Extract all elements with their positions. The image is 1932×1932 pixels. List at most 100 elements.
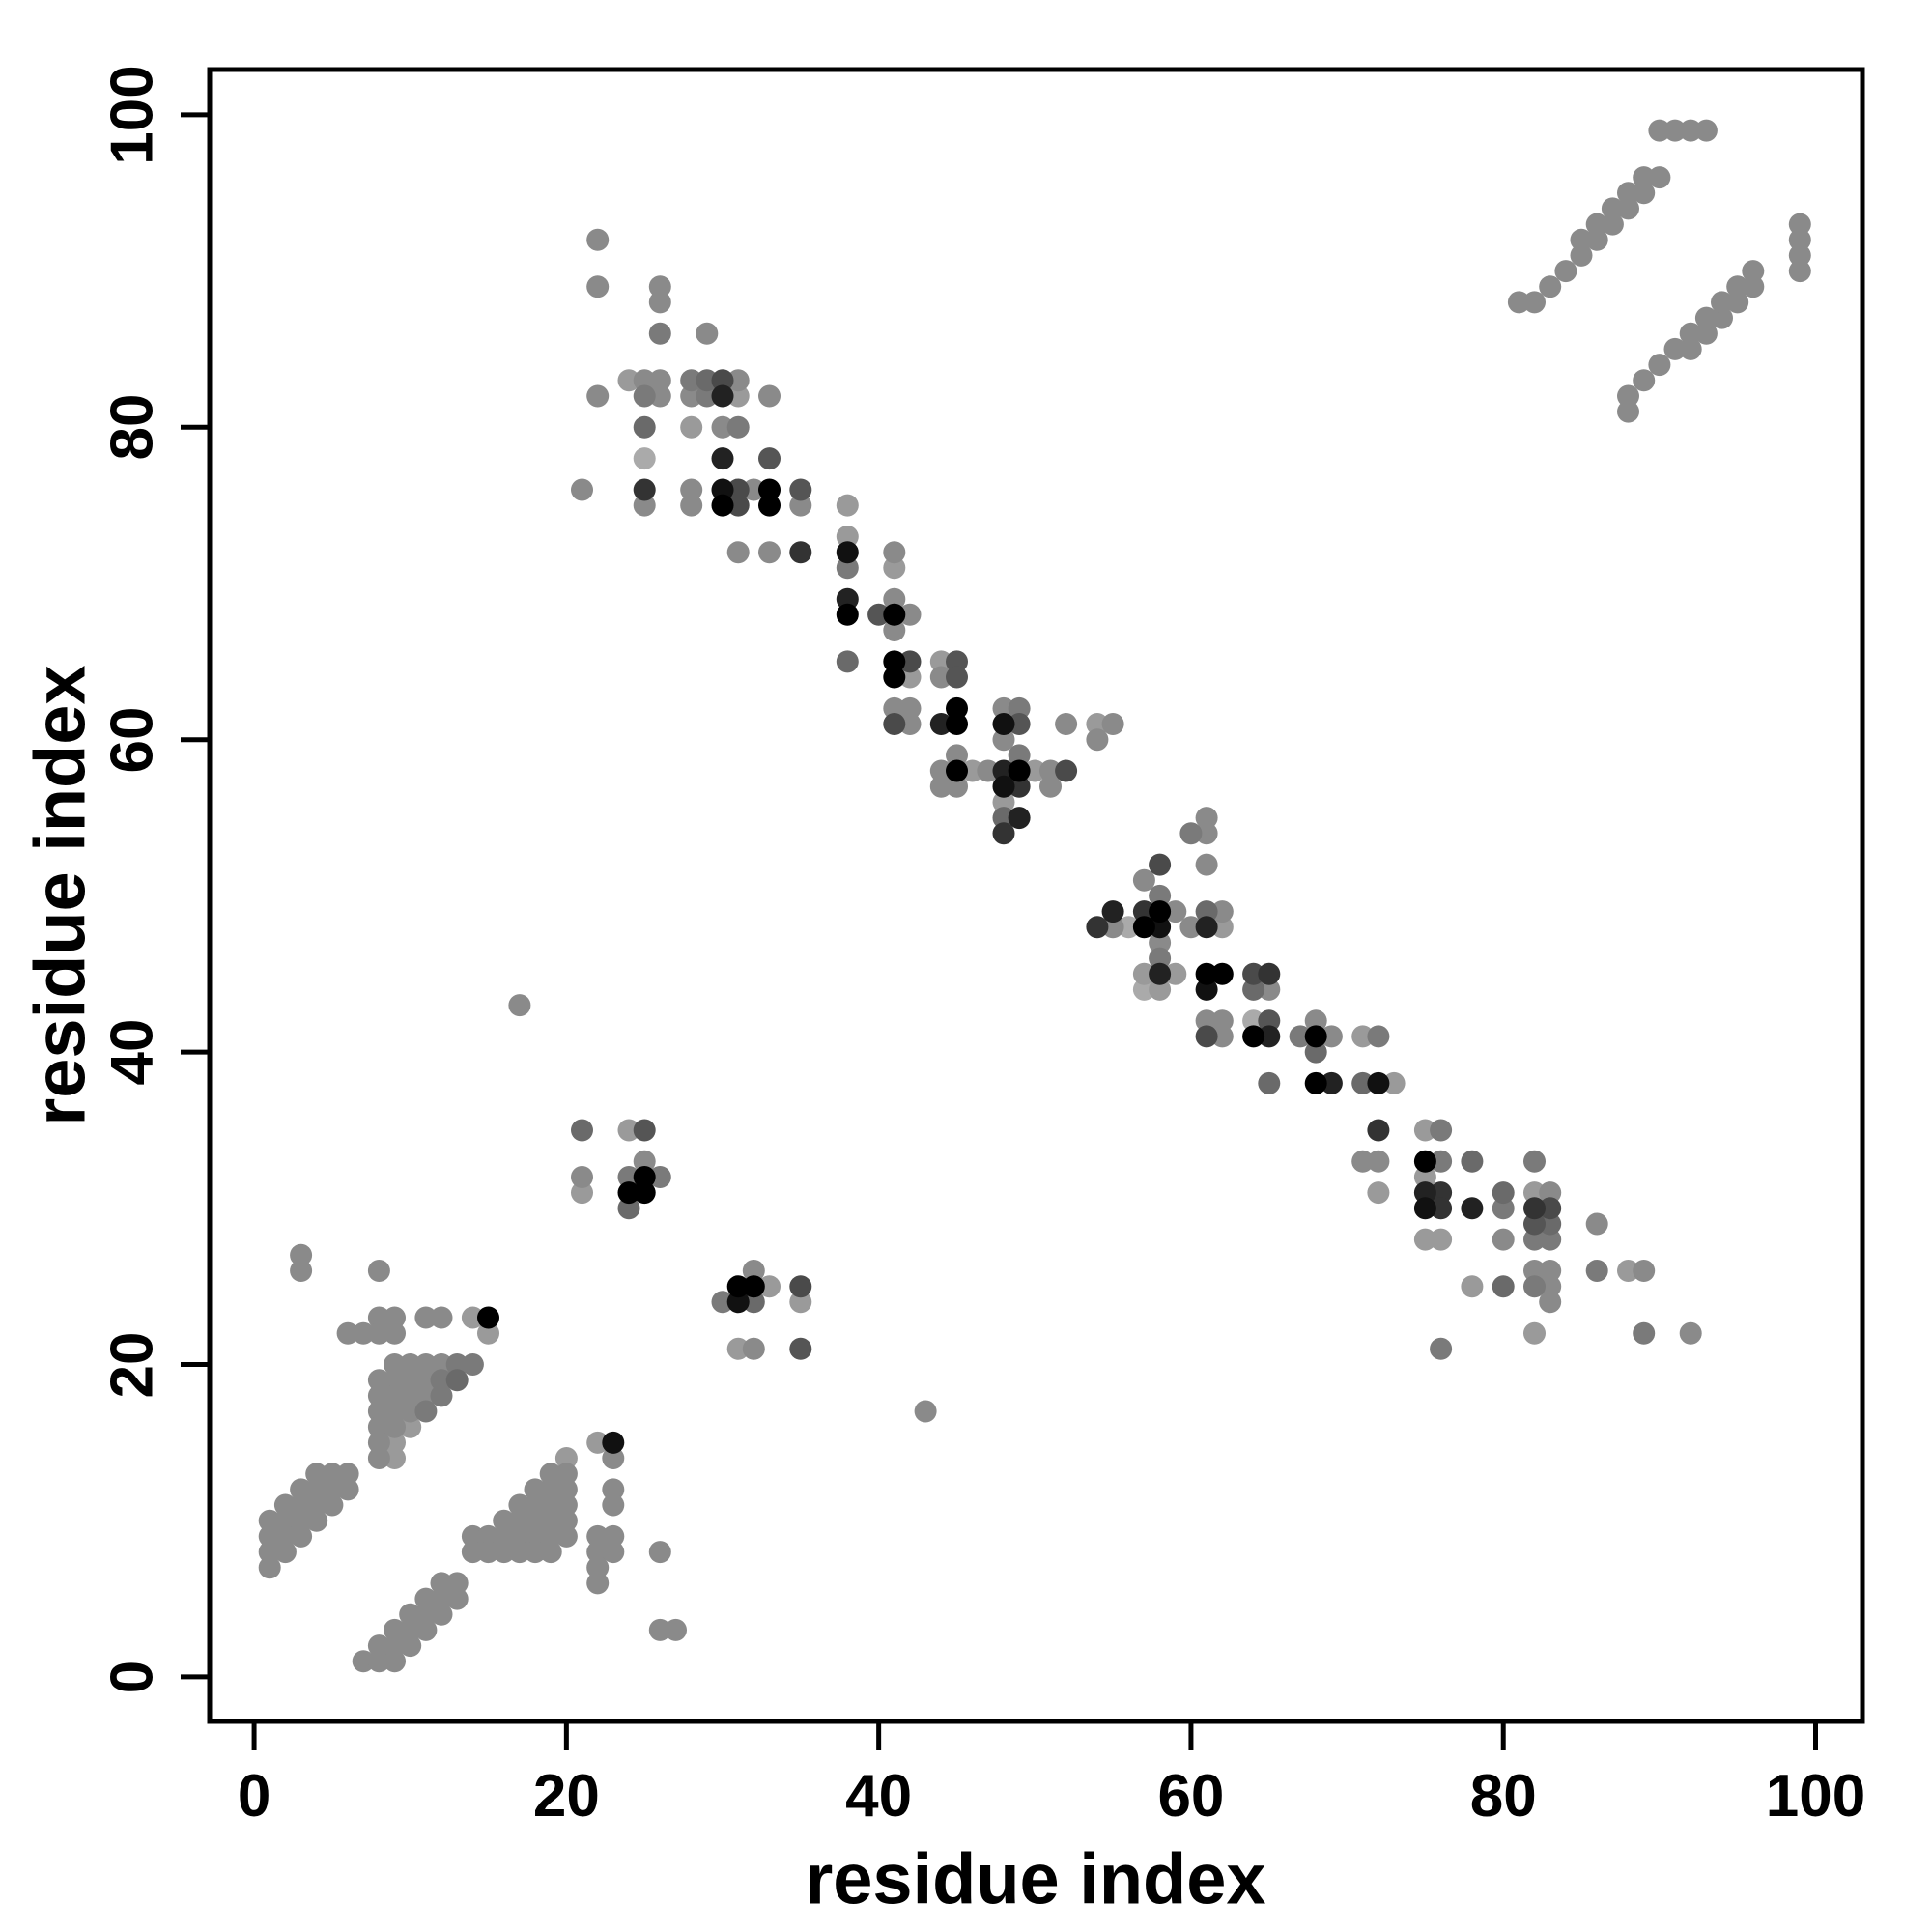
y-axis-title: residue index xyxy=(19,665,100,1126)
data-point xyxy=(1304,1025,1327,1048)
data-point xyxy=(726,415,750,439)
data-point xyxy=(648,1541,671,1564)
data-point xyxy=(1195,1009,1218,1033)
data-point xyxy=(1539,1228,1562,1251)
data-point xyxy=(1164,962,1187,985)
data-point xyxy=(554,1493,578,1517)
data-point xyxy=(711,494,734,517)
data-point xyxy=(1132,916,1155,939)
data-point xyxy=(305,1478,328,1501)
data-point xyxy=(1164,900,1187,923)
data-point xyxy=(508,1509,531,1532)
data-point xyxy=(1351,1071,1375,1094)
data-point xyxy=(1633,182,1656,205)
data-point xyxy=(1648,166,1671,189)
data-point xyxy=(1179,822,1203,845)
data-point xyxy=(758,384,781,408)
data-point xyxy=(477,1541,499,1564)
data-point xyxy=(586,384,610,408)
data-point xyxy=(1539,1197,1562,1220)
data-point xyxy=(898,650,922,673)
data-point xyxy=(633,1150,656,1173)
data-point xyxy=(711,1291,734,1314)
data-point xyxy=(648,1618,671,1641)
data-point xyxy=(1523,1260,1546,1282)
data-point xyxy=(1367,1025,1390,1048)
data-point xyxy=(1648,119,1671,142)
data-point xyxy=(992,728,1015,752)
data-point xyxy=(898,666,922,689)
data-point xyxy=(384,1415,406,1438)
data-point xyxy=(1430,1228,1453,1251)
data-point xyxy=(445,1572,469,1595)
y-tick-label-3: 60 xyxy=(99,706,166,774)
data-point xyxy=(648,384,671,408)
data-point xyxy=(1179,916,1203,939)
data-point xyxy=(680,478,703,501)
data-point xyxy=(1617,182,1639,205)
data-point xyxy=(1210,916,1234,939)
data-point xyxy=(290,1493,313,1517)
data-point xyxy=(399,1603,422,1626)
data-point xyxy=(726,541,750,564)
data-point xyxy=(524,1541,547,1564)
data-point xyxy=(367,1650,390,1673)
data-point xyxy=(1351,1025,1375,1048)
data-point xyxy=(367,1447,390,1469)
data-point xyxy=(1492,1228,1515,1251)
data-point xyxy=(1132,900,1155,923)
data-point xyxy=(1210,962,1234,985)
data-point xyxy=(1101,900,1124,923)
data-point xyxy=(554,1524,578,1548)
data-point xyxy=(1648,354,1671,377)
data-point xyxy=(384,1384,406,1407)
x-tick-label-1: 20 xyxy=(532,1763,600,1830)
data-point xyxy=(883,619,906,641)
data-point xyxy=(1523,1228,1546,1251)
data-point xyxy=(554,1509,578,1532)
data-point xyxy=(789,1291,812,1314)
data-point xyxy=(586,1572,610,1595)
data-point xyxy=(1523,1181,1546,1205)
data-point xyxy=(430,1306,453,1329)
data-point xyxy=(1258,1071,1281,1094)
data-point xyxy=(1570,228,1593,251)
data-point xyxy=(508,994,531,1017)
data-point xyxy=(1195,962,1218,985)
data-point xyxy=(1258,962,1281,985)
data-point xyxy=(633,1181,656,1205)
data-point xyxy=(836,494,859,517)
data-point xyxy=(539,1541,562,1564)
data-point xyxy=(929,759,952,782)
data-point xyxy=(1585,228,1608,251)
data-point xyxy=(539,1493,562,1517)
data-point xyxy=(1617,400,1639,423)
data-point xyxy=(726,1275,750,1298)
data-point xyxy=(258,1524,281,1548)
data-point xyxy=(789,494,812,517)
data-point xyxy=(992,759,1015,782)
data-point xyxy=(414,1353,438,1376)
data-point xyxy=(961,759,984,782)
data-point xyxy=(1195,822,1218,845)
data-point xyxy=(946,759,968,782)
x-tick-label-5: 100 xyxy=(1765,1763,1866,1830)
data-point xyxy=(1149,853,1172,876)
data-point xyxy=(1304,1040,1327,1064)
data-point xyxy=(758,541,781,564)
data-point xyxy=(1304,1009,1327,1033)
data-point xyxy=(992,775,1015,798)
data-point xyxy=(336,1321,359,1345)
data-point xyxy=(602,1478,625,1501)
data-point xyxy=(430,1587,453,1610)
data-point xyxy=(290,1478,313,1501)
data-point xyxy=(571,1181,593,1205)
data-point xyxy=(883,541,906,564)
data-point xyxy=(586,275,610,298)
data-point xyxy=(680,415,703,439)
data-point xyxy=(648,1166,671,1188)
data-point xyxy=(836,526,859,548)
data-point xyxy=(992,790,1015,813)
data-point xyxy=(1523,291,1546,314)
